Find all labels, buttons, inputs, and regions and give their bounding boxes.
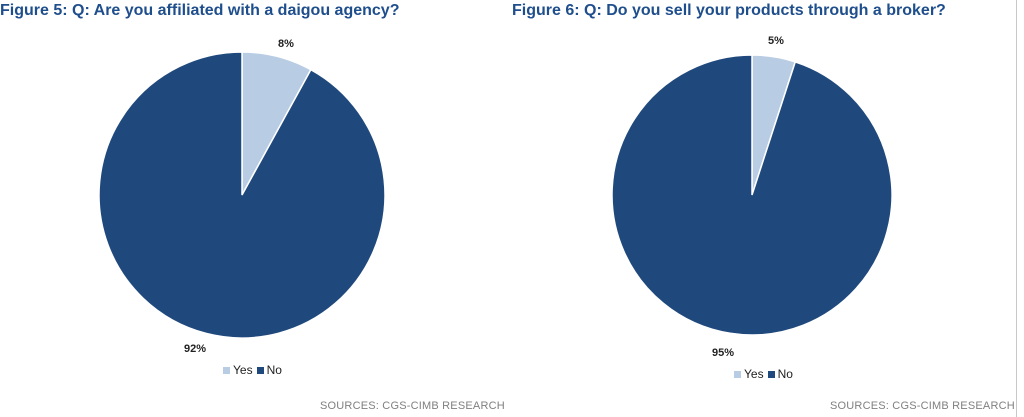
figure-6-legend: Yes No (734, 367, 793, 381)
legend-item-no: No (767, 367, 793, 381)
legend-label-yes: Yes (233, 363, 253, 377)
figure-5-panel: Figure 5: Q: Are you affiliated with a d… (0, 2, 505, 412)
legend-item-no: No (256, 363, 282, 377)
figure-5-source: SOURCES: CGS-CIMB RESEARCH (320, 400, 505, 412)
legend-swatch-yes (734, 370, 741, 378)
legend-item-yes: Yes (223, 363, 253, 377)
figure-6-title: Figure 6: Q: Do you sell your products t… (512, 2, 946, 19)
figure-6-panel: Figure 6: Q: Do you sell your products t… (512, 0, 1017, 417)
pie-slice-no (611, 54, 893, 336)
legend-label-yes: Yes (744, 367, 764, 381)
legend-label-no: No (266, 363, 282, 377)
legend-swatch-yes (223, 366, 230, 374)
figure-5-pie-chart: 8% 92% (98, 38, 386, 355)
right-border-line (1016, 0, 1017, 417)
legend-item-yes: Yes (734, 367, 764, 381)
figure-5-legend: Yes No (223, 363, 282, 377)
pie-slice-no (98, 51, 386, 339)
figure-6-source: SOURCES: CGS-CIMB RESEARCH (830, 400, 1015, 412)
figure-5-title: Figure 5: Q: Are you affiliated with a d… (0, 2, 400, 19)
legend-swatch-no (256, 366, 264, 374)
legend-swatch-no (767, 370, 775, 378)
data-label-yes: 8% (278, 38, 294, 50)
data-label-no: 92% (184, 343, 206, 355)
figure-6-pie-chart: 5% 95% (611, 35, 893, 359)
data-label-no: 95% (712, 347, 734, 359)
legend-label-no: No (777, 367, 793, 381)
data-label-yes: 5% (768, 35, 784, 47)
